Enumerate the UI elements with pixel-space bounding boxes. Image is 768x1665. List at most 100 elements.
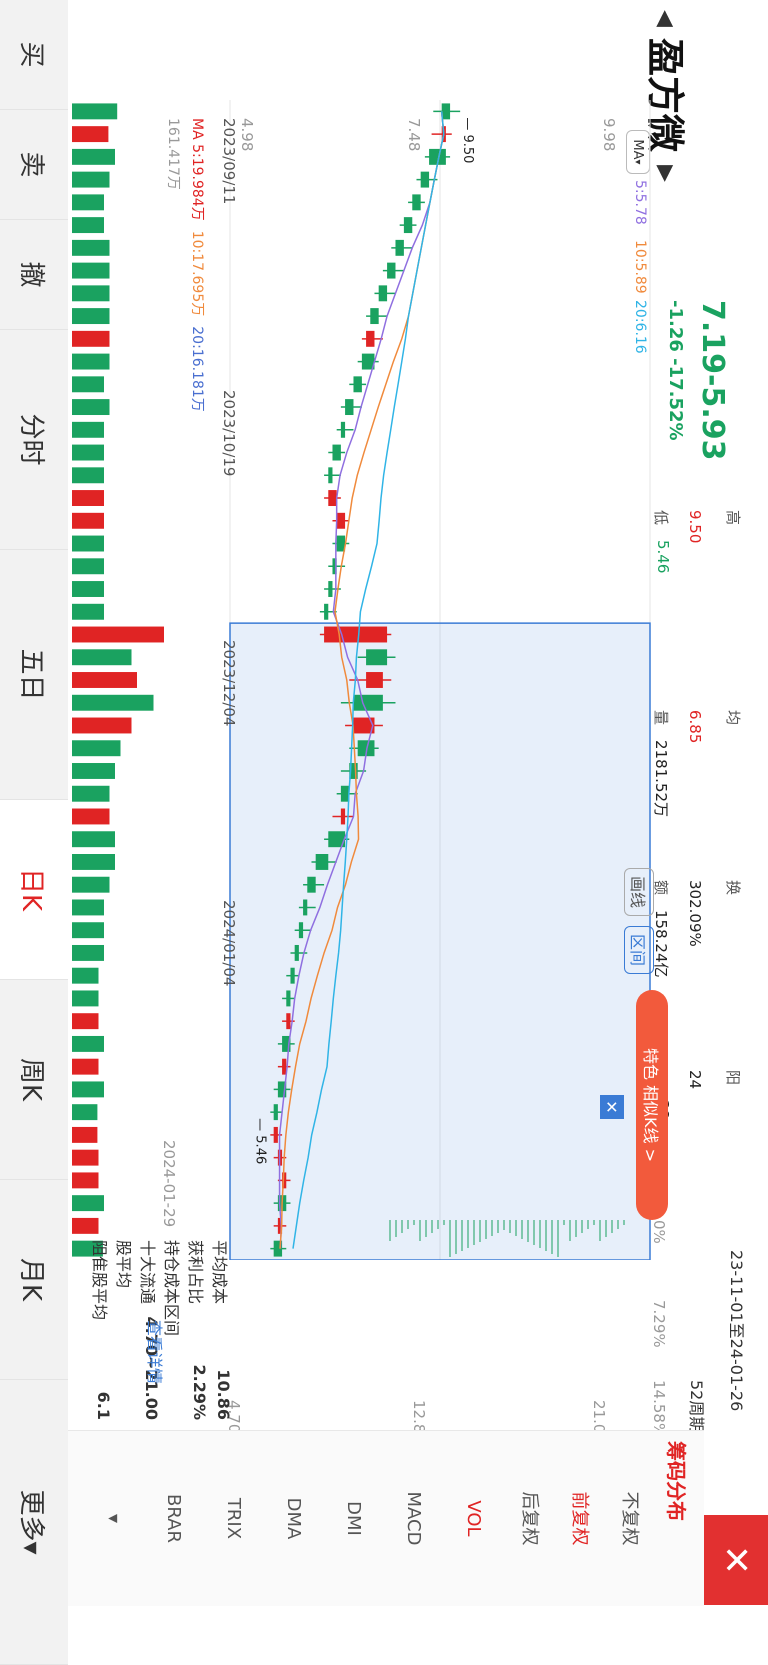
volume-bar bbox=[72, 444, 104, 461]
tab-sell[interactable]: 卖 bbox=[0, 110, 68, 220]
candle-body bbox=[340, 808, 346, 825]
volume-bar bbox=[72, 1058, 99, 1075]
stats-panel: 高 9.50 低 5.46 均 6.85 量 2181.52万 换 302.09… bbox=[652, 510, 754, 1270]
range-button[interactable]: 区间 bbox=[624, 926, 654, 974]
volume-bar bbox=[72, 1172, 99, 1189]
price-axis-mid: 7.48 bbox=[405, 118, 423, 152]
chip-other-value: 6.1 bbox=[94, 1391, 113, 1420]
selection-close-icon[interactable]: ✕ bbox=[600, 1095, 624, 1119]
chip-distribution-chart bbox=[389, 1220, 625, 1257]
volume-bar bbox=[72, 1217, 99, 1234]
tab-monthly-k[interactable]: 月K bbox=[0, 1180, 68, 1380]
volume-bar bbox=[72, 262, 110, 279]
candle-body bbox=[290, 967, 295, 984]
tab-daily-k[interactable]: 日K bbox=[0, 800, 68, 980]
stat-turnover-label: 换 bbox=[724, 880, 742, 896]
chip-distribution-title[interactable]: 筹码分布 bbox=[664, 1441, 688, 1521]
volume-bar bbox=[72, 1013, 99, 1030]
similar-kline-button[interactable]: 特色 相似K线 > bbox=[636, 990, 668, 1220]
kline-chart[interactable]: — 9.50 — 5.46 bbox=[130, 100, 660, 1260]
side-item-trix[interactable]: TRIX bbox=[223, 1497, 244, 1540]
volume-bar bbox=[72, 1126, 98, 1143]
tab-weekly-k[interactable]: 周K bbox=[0, 980, 68, 1180]
chip-date: 2024-01-29 bbox=[160, 1140, 178, 1228]
candle-body bbox=[307, 876, 316, 893]
side-item-forward-adjust[interactable]: 前复权 bbox=[569, 1491, 590, 1546]
chip-pct-0: 0% bbox=[650, 1220, 668, 1244]
tab-five-day[interactable]: 五日 bbox=[0, 550, 68, 800]
candle-body bbox=[441, 103, 451, 120]
volume-bar bbox=[72, 922, 104, 939]
side-item-dma[interactable]: DMA bbox=[283, 1497, 304, 1540]
volume-bar bbox=[72, 512, 104, 529]
tab-more[interactable]: 更多▾ bbox=[0, 1380, 68, 1665]
volume-bar bbox=[72, 558, 104, 575]
candle-body bbox=[429, 148, 446, 165]
candle-body bbox=[366, 649, 388, 666]
draw-line-button[interactable]: 画线 bbox=[624, 868, 654, 916]
chip-row-profit: 获利占比 2.29% bbox=[185, 1240, 209, 1420]
candle-body bbox=[286, 1013, 291, 1030]
period-text: 52周期 bbox=[687, 1380, 706, 1433]
volume-bar bbox=[72, 717, 132, 734]
volume-bar bbox=[72, 239, 110, 256]
volume-bar bbox=[72, 899, 104, 916]
candle-body bbox=[298, 922, 304, 939]
date-label-4: 2024/01/04 bbox=[220, 900, 238, 987]
side-item-dmi[interactable]: DMI bbox=[343, 1501, 364, 1536]
candle-body bbox=[324, 626, 388, 643]
candle-body bbox=[328, 831, 346, 848]
candle-body bbox=[282, 1058, 287, 1075]
stat-up-label: 阳 bbox=[724, 1070, 742, 1086]
prev-stock-arrow-icon[interactable]: ◀ bbox=[653, 10, 678, 27]
close-button[interactable]: ✕ bbox=[704, 1515, 768, 1605]
candle-body bbox=[403, 217, 413, 234]
chip-profit-value: 2.29% bbox=[190, 1364, 209, 1420]
volume-bar bbox=[72, 694, 154, 711]
side-item-no-adjust[interactable]: 不复权 bbox=[619, 1491, 640, 1546]
tab-cancel[interactable]: 撤 bbox=[0, 220, 68, 330]
volume-bar bbox=[72, 467, 104, 484]
candle-body bbox=[340, 421, 346, 438]
volume-bar bbox=[72, 740, 121, 757]
tab-intraday[interactable]: 分时 bbox=[0, 330, 68, 550]
candle-body bbox=[273, 1104, 278, 1121]
volume-bar bbox=[72, 171, 110, 188]
volume-bar bbox=[72, 490, 104, 506]
tab-buy[interactable]: 买 bbox=[0, 0, 68, 110]
volume-bar bbox=[72, 854, 115, 870]
candle-body bbox=[328, 467, 333, 484]
volume-bar bbox=[72, 194, 104, 211]
side-item-brar[interactable]: BRAR bbox=[163, 1494, 184, 1543]
volume-bar bbox=[72, 831, 115, 848]
bottom-tab-bar: 买 卖 撤 分时 五日 日K 周K 月K 更多▾ bbox=[0, 0, 68, 1665]
volume-bar bbox=[72, 944, 104, 961]
selection-range bbox=[229, 622, 651, 1260]
volume-bar bbox=[72, 603, 104, 620]
chip-row-other[interactable]: 阻隹股平均 6.1 bbox=[89, 1240, 113, 1420]
ma20-line bbox=[292, 111, 445, 1249]
volume-bar bbox=[72, 1195, 104, 1212]
candle-body bbox=[315, 854, 329, 870]
side-menu: 筹码分布 不复权 前复权 后复权 VOL MACD DMI DMA TRIX B… bbox=[64, 1430, 704, 1606]
chip-pct-1: 7.29% bbox=[650, 1300, 668, 1348]
chip-panel: 0% 7.29% 14.58% bbox=[158, 1220, 668, 1437]
side-item-macd[interactable]: MACD bbox=[403, 1491, 424, 1546]
side-scroll-down-icon[interactable]: ▾ bbox=[103, 1513, 124, 1524]
vol-ma10-legend: 10:17.695万 bbox=[189, 230, 205, 317]
chip-avg-label: 平均成本 bbox=[210, 1240, 229, 1305]
side-item-backward-adjust[interactable]: 后复权 bbox=[519, 1491, 540, 1546]
volume-bar bbox=[72, 763, 115, 779]
side-item-vol[interactable]: VOL bbox=[463, 1500, 484, 1537]
view-detail-link[interactable]: 查看详情 bbox=[145, 1320, 164, 1385]
candle-body bbox=[345, 399, 354, 416]
vol-ma20-legend: 20:16.181万 bbox=[189, 326, 205, 412]
volume-bar bbox=[72, 990, 99, 1007]
vol-ma5-legend: MA 5:19.984万 bbox=[189, 118, 205, 221]
candle-body bbox=[336, 512, 346, 529]
chip-avg-value: 10.86 bbox=[214, 1369, 233, 1420]
date-label-1: 2023/09/11 bbox=[220, 118, 238, 205]
candle-body bbox=[412, 194, 421, 211]
volume-bar bbox=[72, 1149, 99, 1166]
